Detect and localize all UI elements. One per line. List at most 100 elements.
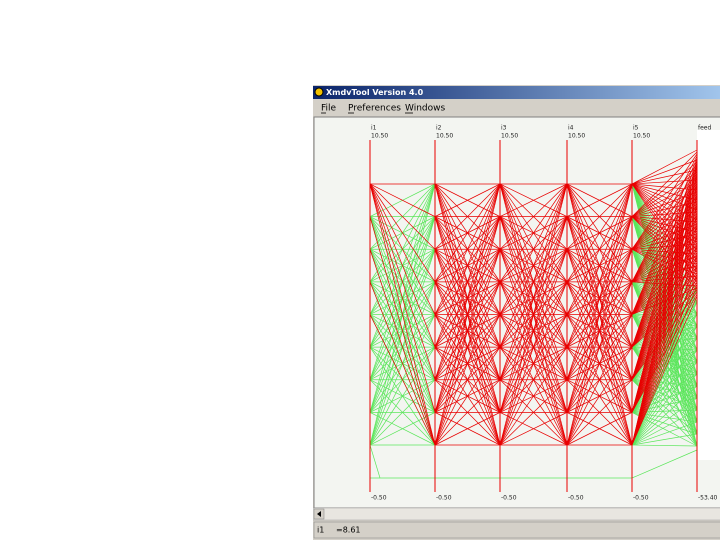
polyline-segment: [631, 255, 698, 446]
polyline-segment: [631, 313, 698, 380]
menu-file[interactable]: File: [321, 104, 337, 114]
polyline-segment: [369, 183, 436, 283]
axis-max: 10.50: [501, 133, 518, 140]
polyline-segment: [434, 183, 501, 283]
polyline-segment: [631, 151, 698, 217]
polyline-segment: [631, 171, 698, 217]
polylines: [369, 149, 698, 479]
polyline-segment: [631, 191, 698, 217]
axes: i110.50-0.50i210.50-0.50i310.50-0.50i410…: [369, 125, 718, 502]
polyline-segment: [434, 281, 501, 446]
polyline-segment: [631, 161, 698, 380]
polyline-segment: [499, 183, 568, 348]
axis-min: -0.50: [633, 495, 649, 502]
polyline-segment: [631, 265, 698, 446]
polyline-segment: [631, 433, 698, 446]
polyline-segment: [499, 183, 568, 413]
polyline-segment: [499, 281, 568, 446]
polyline-segment: [631, 215, 698, 446]
polyline-segment: [369, 183, 436, 446]
polyline-segment: [631, 301, 698, 446]
polyline-segment: [631, 273, 698, 413]
polyline-segment: [631, 349, 698, 446]
polyline-segment: [369, 183, 436, 217]
polyline-segment: [369, 346, 436, 446]
axis-name: i4: [568, 125, 574, 132]
polyline-segment: [631, 185, 698, 446]
polyline-segment: [631, 165, 698, 283]
polyline-segment: [631, 199, 698, 348]
polyline-segment: [369, 183, 436, 348]
polyline-segment: [369, 249, 436, 446]
polyline-segment: [631, 179, 698, 185]
polyline-segment: [631, 183, 698, 250]
polyline-segment: [434, 412, 501, 446]
polyline-segment: [631, 159, 698, 185]
polyline-segment: [631, 187, 698, 315]
polyline-segment: [434, 183, 501, 413]
polyline-segment: [499, 314, 568, 446]
menu-windows[interactable]: Windows: [405, 104, 445, 114]
polyline-segment: [631, 193, 698, 250]
polyline-segment: [631, 195, 698, 446]
polyline-segment: [631, 313, 698, 413]
polyline-segment: [631, 153, 698, 250]
polyline-segment: [631, 295, 698, 446]
polyline-segment: [631, 195, 698, 283]
status-bar: [313, 521, 720, 539]
axis-name: i3: [501, 125, 507, 132]
polyline-segment: [566, 183, 633, 250]
polyline-segment: [631, 197, 698, 315]
polyline-segment: [631, 207, 698, 315]
polyline-segment: [434, 183, 501, 217]
polyline-segment: [631, 201, 698, 380]
polyline-segment: [434, 216, 501, 446]
polyline-segment: [434, 183, 501, 250]
h-scrollbar[interactable]: [313, 507, 720, 521]
polyline-segment: [434, 249, 501, 446]
axis-name: i5: [633, 125, 639, 132]
axis-max: 10.50: [436, 133, 453, 140]
polyline-segment: [369, 183, 436, 380]
menu-preferences[interactable]: Preferences: [348, 104, 401, 114]
polyline-segment: [631, 293, 698, 413]
polyline-segment: [631, 185, 698, 283]
polyline-segment: [566, 412, 633, 446]
polyline-segment: [631, 361, 698, 446]
polyline-segment: [631, 155, 698, 283]
polyline-segment: [631, 181, 698, 217]
polyline-segment: [631, 283, 698, 413]
polyline-segment: [631, 179, 698, 348]
polyline-segment: [631, 169, 698, 185]
polyline-segment: [631, 211, 698, 380]
polyline-segment: [499, 183, 568, 250]
polyline-segment: [631, 235, 698, 446]
axis-min: -0.50: [501, 495, 517, 502]
polyline-segment: [566, 183, 633, 315]
polyline-segment: [566, 183, 633, 217]
polyline-segment: [631, 313, 698, 446]
polyline-segment: [566, 183, 633, 348]
polyline-segment: [631, 209, 698, 348]
polyline-segment: [631, 219, 698, 348]
polyline-segment: [631, 373, 698, 446]
axis-min: -0.50: [568, 495, 584, 502]
polyline-segment: [631, 217, 698, 315]
polyline-segment: [631, 449, 698, 479]
polyline-segment: [631, 157, 698, 315]
polyline-segment: [631, 225, 698, 446]
polyline-segment: [566, 379, 633, 446]
polyline-segment: [499, 216, 568, 446]
polyline-segment: [369, 216, 436, 446]
polyline-segment: [631, 281, 698, 435]
polyline-segment: [631, 444, 698, 447]
polyline-segment: [631, 285, 698, 446]
status-value: =8.61: [336, 526, 361, 535]
polyline-segment: [631, 173, 698, 250]
polyline-segment: [631, 163, 698, 250]
polyline-segment: [434, 379, 501, 446]
polyline-segment: [631, 149, 698, 185]
polyline-segment: [566, 346, 633, 446]
polyline-segment: [631, 409, 698, 446]
feed-panel: [697, 130, 720, 460]
